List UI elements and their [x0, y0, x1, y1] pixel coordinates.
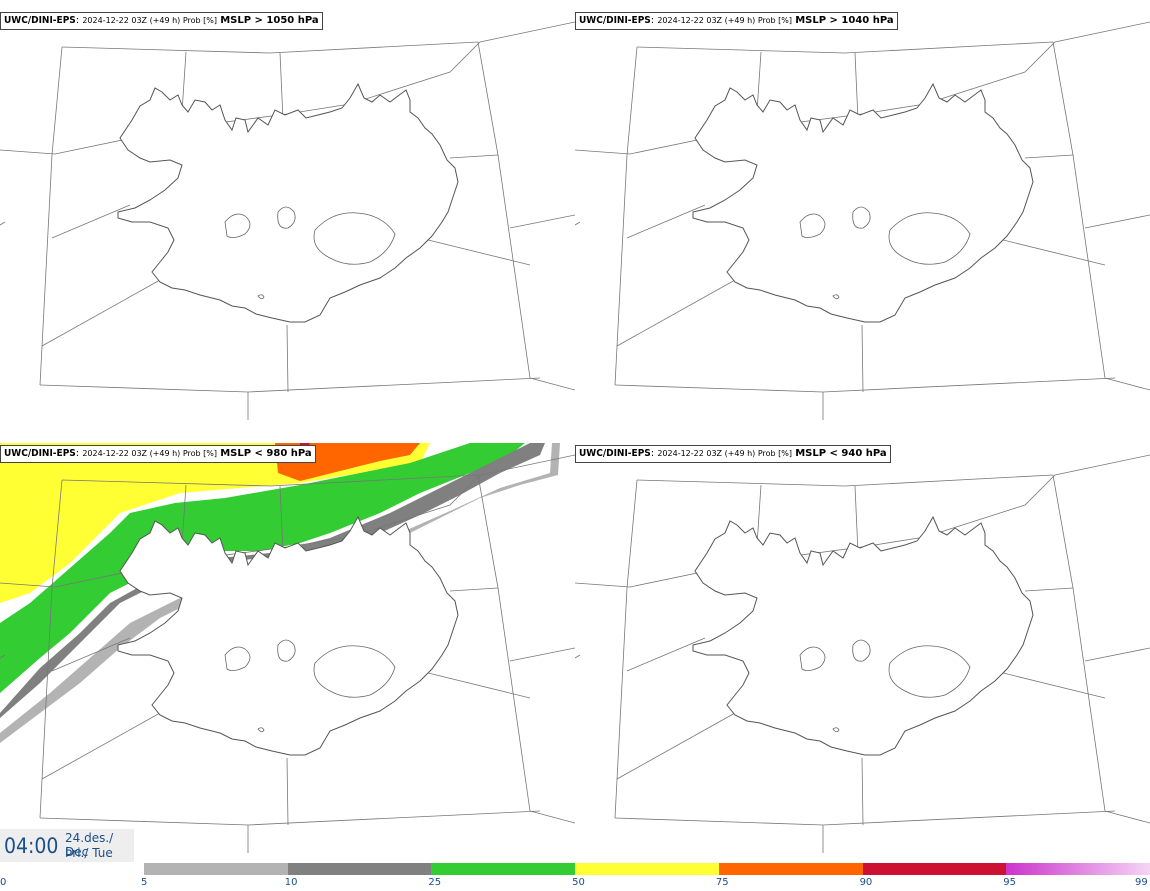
valid-date-line1: 24.des./ Dec: [65, 831, 114, 859]
colorbar-segment: [862, 863, 1007, 875]
colorbar-tick-label: 50: [572, 877, 585, 888]
valid-date-line2: Þri./ Tue: [65, 846, 113, 860]
iceland-map: [575, 454, 1150, 854]
colorbar-segment: [575, 863, 719, 875]
probability-colorbar: [144, 863, 1150, 875]
panel-title: UWC/DINI-EPS: 2024-12-22 03Z (+49 h) Pro…: [0, 12, 323, 30]
map-panel-mslp-gt-1040: UWC/DINI-EPS: 2024-12-22 03Z (+49 h) Pro…: [575, 0, 1150, 433]
valid-time-box: 04:00 24.des./ Dec Þri./ Tue: [0, 829, 134, 862]
colorbar-tick-label: 0: [0, 877, 7, 888]
panel-title: UWC/DINI-EPS: 2024-12-22 03Z (+49 h) Pro…: [575, 12, 898, 30]
map-panel-mslp-gt-1050: UWC/DINI-EPS: 2024-12-22 03Z (+49 h) Pro…: [0, 0, 575, 433]
colorbar-segment: [718, 863, 863, 875]
colorbar-tick-label: 99: [1135, 877, 1148, 888]
panel-title: UWC/DINI-EPS: 2024-12-22 03Z (+49 h) Pro…: [575, 445, 891, 463]
colorbar-segment: [1006, 863, 1150, 875]
valid-time: 04:00: [4, 834, 59, 858]
colorbar-tick-label: 95: [1003, 877, 1017, 888]
colorbar-tick-label: 5: [141, 877, 148, 888]
colorbar-tick-label: 10: [284, 877, 298, 888]
colorbar-tick-label: 25: [428, 877, 442, 888]
iceland-map: [575, 21, 1150, 421]
map-panel-mslp-lt-980: UWC/DINI-EPS: 2024-12-22 03Z (+49 h) Pro…: [0, 433, 575, 866]
panel-title: UWC/DINI-EPS: 2024-12-22 03Z (+49 h) Pro…: [0, 445, 316, 463]
colorbar-tick-label: 90: [859, 877, 873, 888]
map-panel-mslp-lt-940: UWC/DINI-EPS: 2024-12-22 03Z (+49 h) Pro…: [575, 433, 1150, 866]
iceland-map: [0, 443, 575, 854]
colorbar-segment: [144, 863, 288, 875]
colorbar-segment: [287, 863, 432, 875]
colorbar-tick-label: 75: [715, 877, 729, 888]
colorbar-segment: [431, 863, 576, 875]
iceland-map: [0, 21, 575, 421]
